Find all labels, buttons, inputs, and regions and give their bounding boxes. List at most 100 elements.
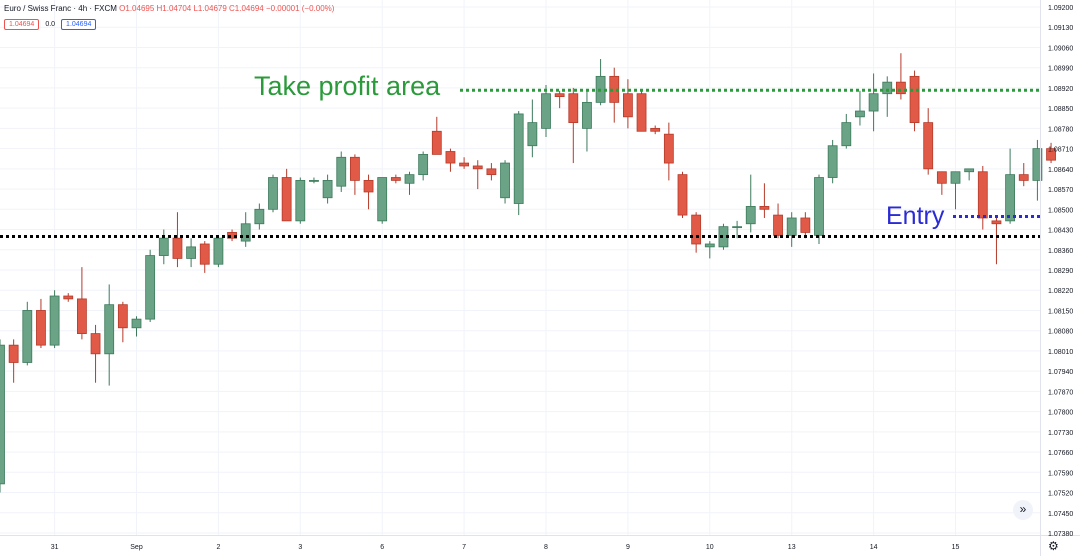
price-tick-label: 1.08010 — [1048, 349, 1073, 356]
candle-up — [213, 237, 224, 265]
price-axis[interactable]: 1.07380 1.07450 1.07520 1.07590 1.07660 1.077… — [1048, 5, 1073, 538]
candle-down — [936, 171, 947, 184]
candle-up — [527, 122, 538, 147]
entry-label: Entry — [886, 202, 945, 230]
candle-down — [759, 206, 770, 210]
candle-up — [732, 226, 742, 229]
sell-button[interactable]: 1.04694 — [4, 19, 40, 30]
price-tick-label: 1.07870 — [1048, 389, 1073, 396]
time-axis[interactable]: 31 Sep 2 3 6 7 8 9 10 13 14 15 — [51, 544, 960, 551]
candle-down — [8, 344, 19, 363]
price-tick-label: 1.09060 — [1048, 45, 1073, 52]
candle-down — [623, 93, 633, 118]
symbol-legend[interactable]: Euro / Swiss Franc · 4h · FXCM O1.04695 … — [4, 4, 334, 13]
candle-up — [377, 177, 388, 222]
candle-up — [868, 93, 879, 112]
candle-down — [568, 93, 579, 124]
candle-up — [322, 180, 333, 199]
candle-down — [36, 310, 46, 346]
candle-up — [513, 113, 524, 204]
price-tick-label: 1.07450 — [1048, 511, 1073, 518]
candle-up — [745, 206, 756, 225]
double-chevron-right-icon[interactable]: » — [1013, 500, 1033, 520]
candle-down — [773, 214, 783, 236]
price-tick-label: 1.08780 — [1048, 126, 1073, 133]
candle-down — [991, 220, 1002, 225]
time-tick-label: 3 — [298, 544, 302, 551]
symbol-title: Euro / Swiss Franc · 4h · FXCM — [4, 4, 117, 13]
candle-down — [1046, 148, 1056, 161]
take-profit-label: Take profit area — [254, 71, 441, 101]
candle-down — [77, 298, 87, 334]
candle-up — [145, 255, 156, 320]
buy-button[interactable]: 1.04694 — [61, 19, 97, 30]
candle-down — [896, 81, 906, 95]
candle-down — [472, 165, 483, 170]
candle-up — [22, 310, 33, 363]
price-tick-label: 1.08710 — [1048, 147, 1073, 154]
candle-down — [431, 130, 442, 155]
candle-up — [1005, 174, 1015, 222]
price-tick-label: 1.08290 — [1048, 268, 1073, 275]
time-tick-label: 31 — [51, 544, 59, 551]
time-tick-label: Sep — [130, 544, 143, 551]
price-tick-label: 1.09130 — [1048, 25, 1073, 32]
candle-down — [663, 133, 674, 164]
price-tick-label: 1.08150 — [1048, 308, 1073, 315]
candle-up — [240, 223, 251, 242]
time-tick-label: 2 — [216, 544, 220, 551]
candle-up — [786, 217, 797, 236]
price-tick-label: 1.07730 — [1048, 430, 1073, 437]
candle-down — [909, 75, 920, 124]
price-tick-label: 1.07520 — [1048, 491, 1073, 498]
candle-up — [131, 318, 142, 329]
price-tick-label: 1.08360 — [1048, 248, 1073, 255]
candle-up — [541, 93, 551, 129]
candle-up — [158, 237, 169, 256]
candle-down — [445, 151, 456, 164]
time-tick-label: 10 — [706, 544, 714, 551]
horizontal-levels — [0, 88, 1040, 238]
time-tick-label: 8 — [544, 544, 548, 551]
time-tick-label: 14 — [870, 544, 878, 551]
price-tick-label: 1.07380 — [1048, 531, 1073, 538]
candle-up — [500, 162, 510, 199]
candle-up — [295, 180, 306, 222]
ohlc-values: O1.04695 H1.04704 L1.04679 C1.04694 −0.0… — [119, 4, 335, 13]
candle-up — [855, 110, 865, 118]
price-tick-label: 1.07800 — [1048, 410, 1073, 417]
price-tick-label: 1.08570 — [1048, 187, 1073, 194]
candle-down — [650, 127, 661, 132]
candle-up — [418, 153, 429, 176]
price-tick-label: 1.09200 — [1048, 5, 1073, 12]
candle-up — [1032, 148, 1043, 181]
candles — [0, 53, 1056, 493]
price-tick-label: 1.08220 — [1048, 288, 1073, 295]
candle-down — [349, 156, 360, 181]
candle-up — [268, 177, 278, 210]
candle-up — [950, 171, 961, 184]
candle-up — [404, 174, 415, 184]
chart-grid — [0, 0, 1040, 535]
candle-down — [63, 295, 74, 300]
candle-up — [814, 177, 824, 236]
candle-up — [827, 145, 838, 178]
candle-down — [800, 217, 811, 233]
candle-up — [964, 168, 975, 173]
candle-up — [49, 295, 60, 346]
price-tick-label: 1.08080 — [1048, 329, 1073, 336]
candle-down — [691, 214, 702, 245]
candle-up — [309, 180, 319, 182]
candle-up — [0, 344, 5, 485]
price-tick-label: 1.07940 — [1048, 369, 1073, 376]
gear-icon[interactable]: ⚙ — [1048, 539, 1059, 553]
candle-down — [199, 243, 210, 265]
spread-value: 0.0 — [45, 21, 56, 28]
candle-down — [172, 237, 183, 259]
candle-up — [104, 304, 115, 355]
time-tick-label: 15 — [952, 544, 960, 551]
candle-down — [977, 171, 988, 219]
candle-down — [677, 174, 688, 216]
candle-up — [841, 122, 852, 147]
